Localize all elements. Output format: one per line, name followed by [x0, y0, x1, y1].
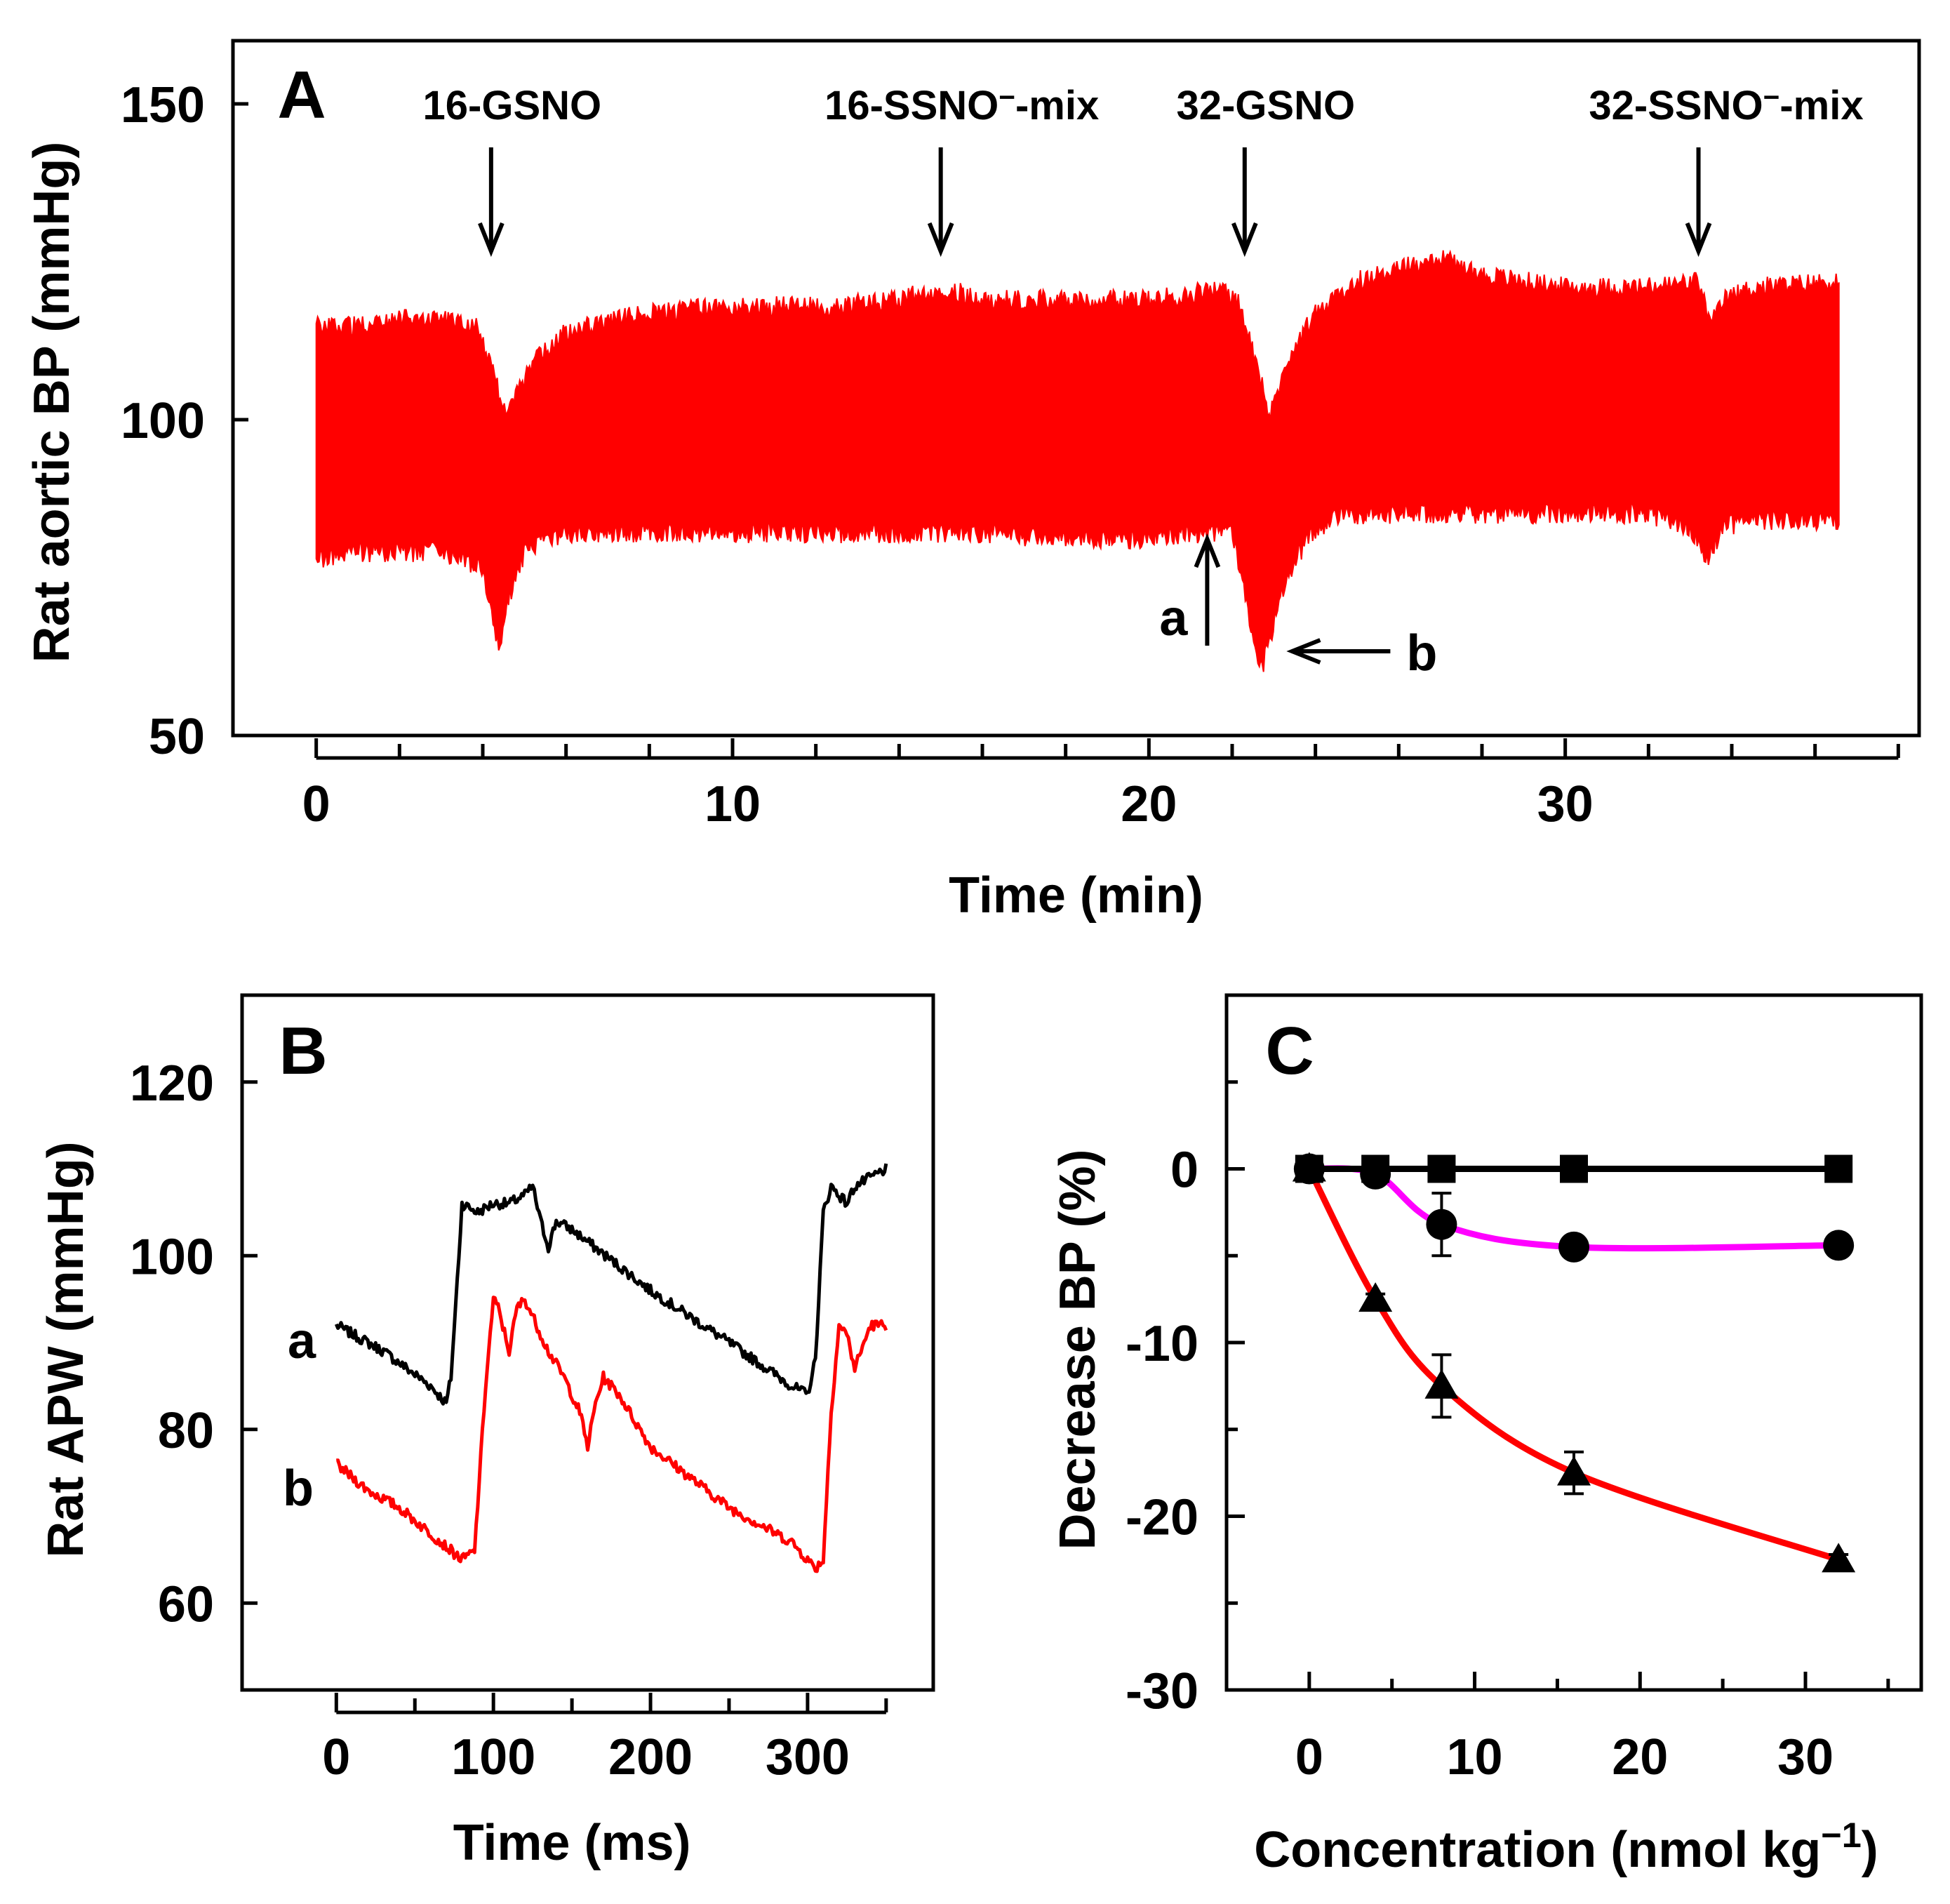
drug-label-part: -mix [1779, 83, 1863, 128]
drug-label: 16-SSNO−-mix [824, 81, 1099, 128]
dose-arrow [478, 147, 505, 258]
data-point-square [1560, 1154, 1588, 1183]
data-point-triangle [1358, 1282, 1393, 1312]
marker-a-label: a [1159, 590, 1188, 646]
dose-arrow [927, 147, 954, 258]
data-point-circle [1426, 1209, 1457, 1240]
dose-arrow-head [1231, 222, 1258, 258]
x-tick-label: 100 [451, 1729, 535, 1785]
x-tick-label: 0 [322, 1729, 350, 1785]
y-tick-label: 150 [121, 77, 205, 133]
drug-label-part: 32-GSNO [1176, 83, 1355, 128]
x-tick-label: 300 [766, 1729, 850, 1785]
x-tick-label: 10 [704, 776, 761, 832]
marker-a-head [1194, 533, 1221, 568]
y-tick-label: 0 [1170, 1143, 1198, 1199]
series-label-a: a [288, 1313, 316, 1369]
drug-label-part: -mix [1015, 83, 1099, 128]
drug-label-part: 16-SSNO [824, 83, 999, 128]
x-axis-label: Time (min) [949, 867, 1203, 924]
bp-trace-band [315, 249, 1840, 672]
x-tick-label: 30 [1537, 776, 1594, 832]
x-tick-label: 200 [608, 1729, 693, 1785]
data-point-triangle [1292, 1152, 1326, 1182]
x-axis-label-part: Concentration (nmol kg [1254, 1822, 1821, 1878]
y-tick-label: 60 [158, 1576, 214, 1632]
waveform-a [334, 1163, 888, 1406]
dose-arrow [1685, 147, 1712, 258]
series-label-b: b [283, 1460, 314, 1517]
axes-frame [231, 39, 1921, 738]
panel-letter: B [279, 1013, 327, 1089]
y-tick-label: 120 [130, 1056, 214, 1112]
panel-letter: C [1265, 1013, 1314, 1089]
x-tick-label: 0 [302, 776, 330, 832]
drug-label: 16-GSNO [423, 83, 602, 128]
drug-label-part: 16-GSNO [423, 83, 602, 128]
dose-arrow [1231, 147, 1258, 258]
data-point-circle [1558, 1231, 1589, 1263]
marker-a-arrow [1194, 533, 1221, 646]
x-axis-label: Time (ms) [453, 1815, 691, 1871]
data-point-triangle [1557, 1456, 1591, 1486]
y-tick-label: -10 [1126, 1316, 1198, 1372]
chart-panel-a: 50 100 150 0 10 20 30 Time (min) Rat aortic BP (… [24, 39, 1921, 924]
y-tick-label: -30 [1126, 1663, 1198, 1719]
x-axis-label-part: ) [1862, 1822, 1878, 1878]
data-point-triangle [1822, 1543, 1856, 1573]
chart-panel-b: a b 60 80 100 120 0 100 200 300 Time (ms) Rat APW (… [38, 993, 935, 1871]
x-tick-label: 20 [1121, 776, 1177, 832]
drug-label: 32-GSNO [1176, 83, 1355, 128]
x-tick-label: 10 [1447, 1729, 1503, 1785]
y-tick-label: -20 [1126, 1490, 1198, 1546]
marker-b-arrow [1286, 638, 1391, 665]
x-axis-label: Concentration (nmol kg−1) [1254, 1815, 1878, 1878]
y-axis-label: Rat APW (mmHg) [38, 1141, 94, 1557]
axes-frame [240, 993, 935, 1692]
marker-b-head [1286, 638, 1321, 665]
x-axis-label-part: −1 [1821, 1815, 1861, 1855]
data-point-circle [1360, 1158, 1391, 1190]
waveform-b [336, 1296, 888, 1573]
data-point-square [1824, 1154, 1853, 1183]
chart-panel-c: -30 -20 -10 0 0 10 20 30 Concentration (nmol kg−… [1050, 993, 1923, 1878]
x-tick-label: 20 [1612, 1729, 1668, 1785]
curve-triangles [1306, 1167, 1840, 1563]
data-point-triangle [1424, 1369, 1459, 1399]
drug-label: 32-SSNO−-mix [1589, 81, 1863, 128]
x-tick-label: 30 [1777, 1729, 1834, 1785]
y-tick-label: 100 [130, 1229, 214, 1285]
dose-arrow-head [927, 222, 954, 258]
panel-letter: A [277, 58, 326, 133]
x-tick-label: 0 [1295, 1729, 1323, 1785]
y-axis-label: Decrease BP (%) [1050, 1150, 1106, 1550]
drug-label-part: − [999, 81, 1015, 113]
y-tick-label: 80 [158, 1403, 214, 1459]
y-tick-label: 50 [149, 709, 205, 765]
y-axis-label: Rat aortic BP (mmHg) [24, 142, 80, 663]
dose-arrow-head [478, 222, 505, 258]
y-tick-label: 100 [121, 393, 205, 449]
data-point-square [1427, 1154, 1456, 1183]
drug-label-part: 32-SSNO [1589, 83, 1763, 128]
axes-frame [1224, 993, 1923, 1692]
dose-arrow-head [1685, 222, 1712, 258]
drug-label-part: − [1763, 81, 1780, 113]
data-point-circle [1823, 1230, 1855, 1261]
marker-b-label: b [1406, 625, 1437, 681]
